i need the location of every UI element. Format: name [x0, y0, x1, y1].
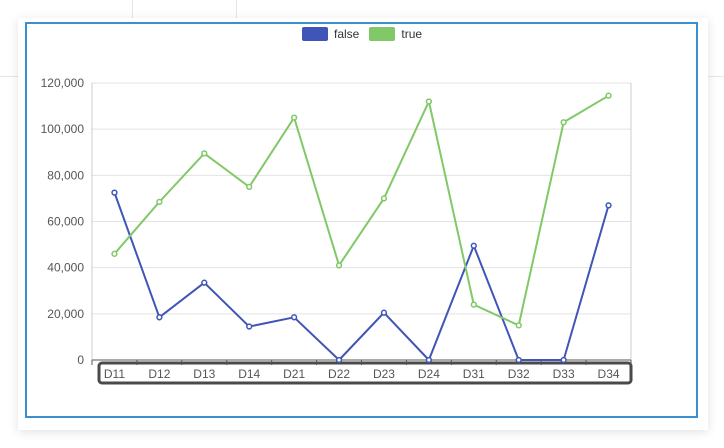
data-point-false	[111, 189, 118, 196]
legend-swatch-true	[369, 27, 396, 41]
legend-label-false: false	[334, 27, 360, 41]
data-point-true	[246, 183, 253, 191]
x-tick-label: D21	[283, 367, 305, 381]
x-tick-label: D24	[418, 367, 440, 381]
data-point-false	[605, 202, 612, 209]
x-tick-label: D23	[373, 367, 395, 381]
data-point-true	[470, 301, 477, 308]
y-tick-label: 0	[77, 353, 84, 367]
background-divider	[708, 76, 724, 77]
series-line-true	[113, 94, 610, 327]
y-tick-label: 120,000	[41, 76, 85, 90]
data-point-true	[201, 150, 208, 157]
data-point-true	[425, 98, 433, 105]
data-point-false	[515, 356, 522, 364]
data-point-false	[156, 314, 163, 321]
data-point-false	[290, 314, 298, 321]
x-tick-label: D22	[328, 367, 350, 381]
data-point-false	[246, 323, 253, 330]
data-point-true	[290, 114, 298, 121]
data-point-true	[515, 322, 522, 329]
data-point-true	[560, 119, 567, 126]
background-divider	[0, 76, 18, 77]
legend-item-false[interactable]: false	[302, 27, 359, 41]
legend-label-true: true	[401, 27, 423, 41]
x-tick-label: D13	[193, 367, 215, 381]
data-point-false	[201, 279, 208, 286]
chart-frame	[25, 22, 698, 418]
data-point-false	[335, 356, 343, 364]
series-line-false	[113, 192, 610, 361]
background-divider	[236, 0, 237, 18]
x-tick-label: D32	[508, 367, 530, 381]
x-tick-label: D14	[238, 367, 260, 381]
x-tick-label: D33	[553, 367, 575, 381]
data-point-false	[425, 356, 433, 364]
x-tick-label: D12	[148, 367, 170, 381]
y-tick-label: 100,000	[41, 122, 85, 136]
data-point-false	[560, 356, 567, 364]
legend-swatch-false	[302, 27, 328, 41]
data-point-true	[335, 262, 343, 269]
y-tick-label: 40,000	[47, 261, 84, 275]
x-tick-label: D34	[598, 367, 620, 381]
y-tick-label: 80,000	[47, 168, 84, 182]
y-tick-label: 60,000	[47, 215, 84, 229]
y-tick-label: 20,000	[47, 307, 84, 321]
chart-legend: false true	[302, 27, 422, 41]
legend-item-true[interactable]: true	[369, 27, 422, 41]
data-point-true	[111, 250, 118, 257]
data-point-true	[156, 198, 163, 206]
x-tick-label: D31	[463, 367, 485, 381]
data-point-true	[380, 195, 388, 202]
x-tick-label: D11	[104, 367, 125, 381]
x-axis-selection-frame	[97, 361, 633, 385]
data-point-false	[470, 242, 477, 249]
data-point-false	[380, 309, 388, 316]
data-point-true	[605, 92, 612, 99]
background-divider	[132, 0, 133, 18]
